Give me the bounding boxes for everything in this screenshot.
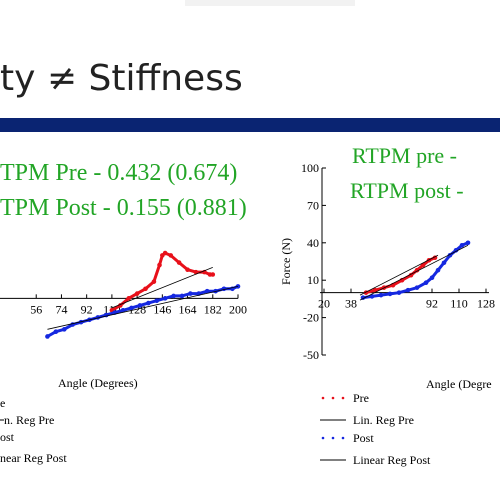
left-annotation-2: TPM Post - 0.155 (0.881) — [0, 195, 247, 221]
x-tick-label: 74 — [55, 302, 67, 316]
right-legend-label: Lin. Reg Pre — [353, 413, 414, 427]
right-legend-label: Post — [353, 431, 374, 445]
x-tick-label: 56 — [30, 302, 42, 316]
data-point — [378, 292, 384, 298]
right-plot: 20 38 92 110 128 -50 -20 10 40 70 100 — [301, 161, 495, 362]
data-point — [420, 262, 426, 268]
data-point — [143, 286, 148, 292]
right-legend-marker-post — [321, 436, 345, 440]
slide-title: ty ≠ Stiffness — [0, 58, 243, 99]
left-legend-label: ost — [0, 430, 15, 444]
data-point — [405, 287, 411, 293]
data-point — [146, 300, 151, 306]
data-point — [53, 329, 59, 335]
left-plot: 567492110128146164182200 — [0, 250, 247, 339]
data-point — [134, 291, 140, 296]
left-x-axis-label: Angle (Degrees) — [58, 376, 138, 390]
data-point — [179, 293, 185, 299]
regression-line — [359, 244, 469, 301]
series-trace — [365, 256, 436, 295]
regression-line — [111, 266, 213, 309]
data-point — [204, 288, 210, 294]
y-tick-label: 10 — [307, 273, 319, 287]
left-annotation-1: TPM Pre - 0.432 (0.674) — [0, 160, 237, 186]
right-legend: Pre Lin. Reg Pre Post Linear Reg Post — [320, 391, 431, 467]
x-tick-label: 92 — [426, 297, 438, 311]
data-point — [61, 327, 67, 332]
y-tick-label: -50 — [303, 348, 319, 362]
right-x-axis-label: Angle (Degre — [426, 377, 492, 391]
data-point — [168, 253, 174, 258]
title-bar — [0, 118, 500, 132]
regression-line — [359, 254, 439, 296]
data-point — [372, 287, 378, 293]
data-point — [396, 290, 402, 295]
right-legend-marker-pre — [321, 396, 345, 400]
data-point — [185, 267, 190, 273]
right-annotation-2: RTPM post - — [350, 178, 464, 203]
data-point — [45, 334, 50, 339]
x-tick-label: 128 — [477, 297, 495, 311]
data-point — [78, 319, 84, 325]
data-point — [441, 260, 447, 266]
top-panel — [185, 0, 355, 6]
data-point — [129, 305, 134, 311]
data-point — [154, 298, 160, 304]
data-point — [414, 285, 420, 290]
data-point — [126, 296, 132, 301]
data-point — [423, 280, 429, 285]
x-tick-label: 20 — [318, 297, 330, 311]
x-tick-label: 110 — [450, 297, 468, 311]
data-point — [369, 294, 375, 299]
data-point — [162, 296, 168, 301]
y-tick-label: 70 — [307, 198, 319, 212]
left-legend-label: e — [0, 396, 5, 410]
right-annotation-1: RTPM pre - — [352, 143, 457, 168]
data-point — [176, 260, 182, 265]
x-tick-label: 182 — [204, 302, 222, 316]
data-point — [162, 250, 168, 256]
x-tick-label: 146 — [153, 302, 171, 316]
x-tick-label: 38 — [345, 297, 357, 311]
data-point — [459, 242, 465, 248]
regression-line — [47, 286, 239, 330]
left-legend: e n. Reg Pre ost near Reg Post — [0, 396, 67, 465]
right-legend-label: Linear Reg Post — [353, 453, 431, 467]
data-point — [429, 275, 435, 281]
data-point — [137, 303, 143, 308]
x-tick-label: 200 — [229, 302, 247, 316]
data-point — [157, 262, 162, 268]
data-point — [151, 279, 157, 284]
data-point — [188, 291, 193, 296]
y-tick-label: 100 — [301, 161, 319, 175]
right-y-axis-label: Force (N) — [279, 238, 293, 285]
right-legend-label: Pre — [353, 391, 369, 405]
x-tick-label: 92 — [81, 302, 93, 316]
y-tick-label: -20 — [303, 311, 319, 325]
data-point — [120, 307, 126, 313]
x-tick-label: 164 — [179, 302, 197, 316]
data-point — [210, 272, 216, 277]
left-legend-label: n. Reg Pre — [4, 413, 54, 427]
y-tick-label: 40 — [307, 236, 319, 250]
data-point — [171, 293, 176, 299]
data-point — [453, 247, 459, 253]
data-point — [435, 267, 441, 273]
left-legend-label: near Reg Post — [0, 451, 67, 465]
data-point — [387, 291, 393, 297]
data-point — [465, 240, 471, 246]
